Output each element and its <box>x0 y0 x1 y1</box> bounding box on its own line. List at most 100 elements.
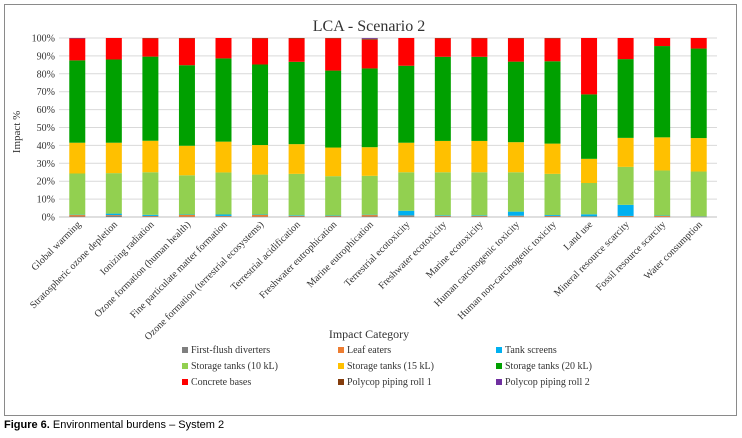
x-tick-label: Fossil resource scarcity <box>594 219 668 293</box>
bar-segment <box>507 215 524 217</box>
bar-segment <box>654 170 671 216</box>
bar-segment <box>398 215 415 217</box>
y-tick-label: 20% <box>37 177 55 188</box>
bar-segment <box>544 61 561 144</box>
bar-segment <box>581 94 598 159</box>
bar-segment <box>471 56 488 141</box>
x-tick-label: Land use <box>562 219 596 253</box>
bar-segment <box>142 214 159 216</box>
bar-segment <box>288 216 305 217</box>
bar-segment <box>288 38 305 39</box>
bar-segment <box>69 173 86 215</box>
bar-segment <box>361 215 378 217</box>
figure-caption: Figure 6. Environmental burdens – System… <box>4 419 224 431</box>
bar-segment <box>325 38 342 71</box>
bar-segment <box>581 214 598 217</box>
bar-segment <box>325 176 342 216</box>
bar-segment <box>325 216 342 217</box>
bar-segment <box>288 61 305 145</box>
bar-segment <box>507 211 524 216</box>
y-tick-label: 80% <box>37 69 55 80</box>
bar-segment <box>544 215 561 217</box>
bar-segment <box>105 213 122 216</box>
bar-segment <box>288 215 305 216</box>
bar-segment <box>69 215 86 217</box>
bar-segment <box>105 38 122 60</box>
bar-segment <box>544 215 561 216</box>
bar-segment <box>142 216 159 217</box>
bar-segment <box>142 38 159 57</box>
y-tick-label: 90% <box>37 51 55 62</box>
x-axis-label: Impact Category <box>329 327 409 341</box>
bar-segment <box>581 182 598 215</box>
bar-segment <box>617 216 634 217</box>
caption-text: Environmental burdens – System 2 <box>49 419 225 431</box>
x-tick-label: Marine eutrophication <box>305 219 376 290</box>
y-axis-ticks: 0% 10% 20% 30% 40% 50% 60% 70% 80% 90% 100% <box>32 34 55 224</box>
legend-label: Tank screens <box>505 345 557 356</box>
legend-label: Polycop piping roll 1 <box>347 377 432 388</box>
bar-segment <box>654 38 671 47</box>
bar-segment <box>654 137 671 171</box>
bar-segment <box>471 172 488 216</box>
bar-segment <box>617 38 634 60</box>
bar-segment <box>105 142 122 174</box>
x-tick-label: Terrestrial acidification <box>229 219 303 293</box>
bar-segment <box>398 216 415 217</box>
legend-swatch <box>496 379 502 385</box>
bar-segment <box>617 137 634 167</box>
bar-segment <box>690 48 707 139</box>
bar-segment <box>434 215 451 216</box>
legend-swatch <box>338 379 344 385</box>
legend-label: Leaf eaters <box>347 345 391 356</box>
legend-swatch <box>182 379 188 385</box>
bar-segment <box>142 56 159 141</box>
bar-segment <box>434 56 451 141</box>
x-tick-label: Terrestrial ecotoxicity <box>342 219 412 289</box>
bar-segment <box>581 38 598 95</box>
bar-segment <box>361 38 378 40</box>
legend-swatch <box>338 347 344 353</box>
bar-segment <box>398 142 415 173</box>
stacked-bar-chart: LCA - Scenario 2 0% 10% 20% 30% 40% 50% 60% 70%… <box>11 18 717 388</box>
bar-segment <box>288 173 305 216</box>
bar-segment <box>215 172 232 215</box>
legend-swatch <box>338 363 344 369</box>
gridlines <box>59 37 717 218</box>
bar-segment <box>215 214 232 216</box>
bar-segment <box>361 147 378 176</box>
bar-segment <box>507 61 524 143</box>
y-tick-label: 0% <box>42 213 55 224</box>
bar-segment <box>361 39 378 69</box>
legend-swatch <box>496 363 502 369</box>
y-tick-label: 60% <box>37 105 55 116</box>
legend-label: First-flush diverters <box>191 345 270 356</box>
chart-frame: LCA - Scenario 2 0% 10% 20% 30% 40% 50% 60% 70%… <box>4 4 737 416</box>
bar-segment <box>507 38 524 62</box>
y-tick-label: 50% <box>37 123 55 134</box>
bar-segment <box>544 173 561 216</box>
legend-label: Storage tanks (15 kL) <box>347 361 434 372</box>
bar-segment <box>617 204 634 216</box>
bar-segment <box>178 175 195 215</box>
bar-segment <box>215 141 232 173</box>
legend-label: Concrete bases <box>191 377 251 388</box>
y-tick-label: 30% <box>37 159 55 170</box>
bar-segment <box>252 64 269 146</box>
bar-segment <box>325 147 342 177</box>
bar-segment <box>507 142 524 173</box>
legend-label: Storage tanks (20 kL) <box>505 361 592 372</box>
bar-segment <box>142 215 159 217</box>
bar-segment <box>361 68 378 148</box>
legend-label: Polycop piping roll 2 <box>505 377 590 388</box>
bar-segment <box>434 38 451 57</box>
bar-segment <box>434 172 451 216</box>
bar-segment <box>361 175 378 215</box>
bar-segment <box>654 46 671 138</box>
bar-segment <box>142 140 159 173</box>
bar-segment <box>690 138 707 172</box>
bar-segment <box>581 158 598 183</box>
bar-segment <box>178 214 195 217</box>
bar-segment <box>252 214 269 217</box>
